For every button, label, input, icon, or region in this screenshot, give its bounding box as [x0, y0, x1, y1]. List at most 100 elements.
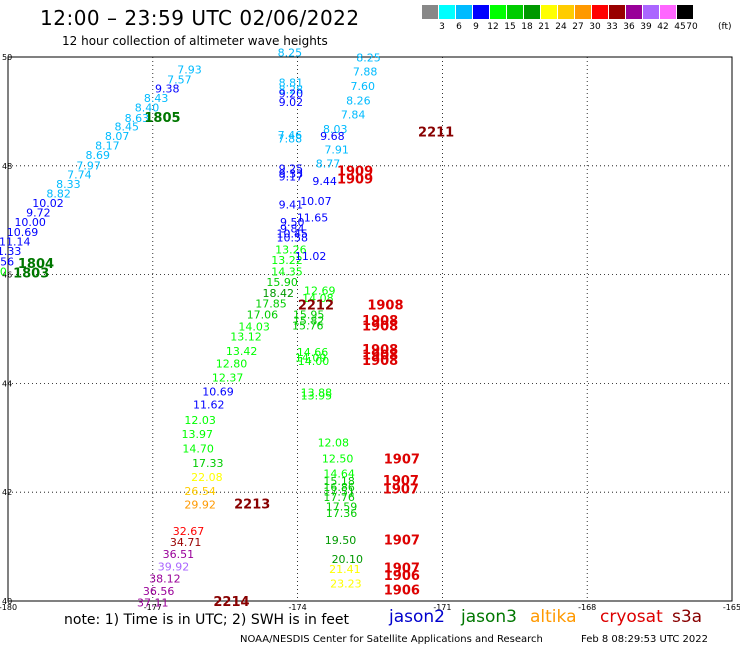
wave-height-map: -180 -177 -174 -171 -168 -165 50 48 46 44 42 40 7.93…: [0, 47, 740, 610]
wave-height-label: 8.82: [46, 188, 71, 201]
legend-label: 21: [538, 22, 550, 32]
wave-height-label: 9.84: [280, 222, 305, 235]
legend-swatch: [575, 5, 592, 19]
wave-height-label: 23.23: [330, 578, 362, 591]
wave-height-label: 29.92: [184, 499, 216, 512]
pass-id-label: 1909: [337, 165, 373, 180]
wave-height-label: 14.03: [238, 320, 270, 333]
wave-height-label: 14.09: [295, 351, 327, 364]
satellite-legend-jason3: jason3: [461, 607, 517, 627]
map-frame: [7, 56, 733, 602]
generated-timestamp: Feb 8 08:29:53 UTC 2022: [581, 634, 708, 645]
wave-height-label: 9.17: [279, 171, 304, 184]
x-tick-label: -168: [578, 603, 596, 610]
legend-label: 36: [623, 22, 635, 32]
wave-height-label: 15.76: [292, 320, 324, 333]
wave-height-label: 7.97: [76, 159, 101, 172]
pass-id-label: 1908: [362, 343, 398, 358]
wave-height-label: 13.12: [230, 331, 262, 344]
pass-id-label: 1908: [362, 314, 398, 329]
pass-id-label: 1908: [362, 354, 398, 369]
wave-height-label: 9.44: [312, 175, 337, 188]
pass-id-label: 1907: [384, 534, 420, 549]
wave-height-label: 8.28: [279, 84, 304, 97]
legend-swatch: [677, 5, 694, 19]
x-tick-label: -180: [0, 603, 17, 610]
legend-label: 30: [589, 22, 601, 32]
y-tick-label: 48: [2, 162, 12, 171]
legend-label: 42: [657, 22, 669, 32]
wave-height-label: 10.00: [14, 216, 46, 229]
wave-height-label: 9.33: [279, 167, 304, 180]
wave-height-label: 8.81: [279, 77, 304, 90]
pass-id-label: 2211: [418, 126, 454, 141]
wave-height-label: 10.58: [277, 232, 309, 245]
wave-height-label: 10.69: [7, 226, 39, 239]
legend-swatch: [439, 5, 456, 19]
wave-height-label: 9.25: [279, 163, 304, 176]
x-tick-label: -171: [433, 603, 451, 610]
wave-height-label: 7.60: [351, 80, 376, 93]
wave-height-label: 12.03: [184, 414, 216, 427]
wave-height-label: 17.33: [192, 457, 224, 470]
legend-swatch: [473, 5, 490, 19]
wave-height-label: 39.92: [158, 561, 190, 574]
x-tick-label: -174: [289, 603, 307, 610]
pass-id-label: 1908: [362, 349, 398, 364]
legend-swatch: [524, 5, 541, 19]
wave-height-label: 12.69: [304, 284, 336, 297]
wave-height-label: 11.14: [0, 235, 31, 248]
wave-height-label: 8.25: [356, 52, 381, 65]
satellite-legend-altika: altika: [530, 607, 577, 627]
wave-height-label: 14.35: [271, 265, 303, 278]
wave-height-label: 8.63: [125, 112, 150, 125]
legend-label: 3: [439, 22, 445, 32]
wave-height-label: 21.41: [329, 563, 361, 576]
wave-height-label: 8.03: [323, 123, 348, 136]
legend-swatch: [643, 5, 660, 19]
wave-height-label: 15.18: [323, 475, 355, 488]
legend-swatch: [592, 5, 609, 19]
legend-label: 15: [504, 22, 516, 32]
wave-height-label: 11.33: [0, 245, 21, 258]
credit-text: NOAA/NESDIS Center for Satellite Applica…: [240, 634, 543, 645]
wave-height-label: 17.59: [326, 500, 358, 513]
wave-height-label: 9.02: [279, 96, 304, 109]
wave-height-label: 10.07: [300, 195, 332, 208]
wave-height-label: 8.43: [144, 92, 169, 105]
pass-id-label: 1908: [362, 320, 398, 335]
wave-height-label: 17.51: [323, 486, 355, 499]
legend-label: 18: [521, 22, 533, 32]
wave-height-label: 9.72: [26, 207, 51, 220]
wave-height-label: 34.71: [170, 536, 202, 549]
legend-swatch: [626, 5, 643, 19]
satellite-legend-s3a: s3a: [672, 607, 703, 627]
wave-height-label: 13.97: [181, 428, 213, 441]
wave-height-label: 15.90: [266, 276, 298, 289]
y-tick-label: 40: [2, 597, 12, 606]
x-tick-label: -177: [144, 603, 162, 610]
pass-id-label: 1907: [383, 474, 419, 489]
legend-swatch: [609, 5, 626, 19]
wave-height-label: 8.40: [135, 102, 160, 115]
wave-height-label: 17.36: [326, 507, 358, 520]
wave-height-label: 7.88: [353, 66, 378, 79]
pass-id-label: 1907: [384, 561, 420, 576]
pass-id-label: 2213: [234, 498, 270, 513]
wave-height-label: 9.50: [280, 216, 305, 229]
pass-id-label: 1906: [384, 569, 420, 584]
pass-id-label: 2214: [213, 595, 249, 610]
wave-height-label: 13.22: [271, 254, 303, 267]
wave-height-label: 12.50: [322, 452, 354, 465]
wave-height-label: 12.40: [0, 265, 7, 278]
legend-swatch: [456, 5, 473, 19]
wave-height-label: 13.88: [301, 387, 333, 400]
legend-swatch: [422, 5, 439, 19]
wave-height-label: 38.12: [149, 573, 181, 586]
wave-height-label: 12.08: [318, 437, 350, 450]
wave-height-label: 9.20: [279, 87, 304, 100]
wave-height-label: 7.74: [67, 169, 92, 182]
wave-height-label: 14.64: [323, 468, 355, 481]
legend-label: 12: [487, 22, 499, 32]
y-tick-label: 42: [2, 488, 12, 497]
